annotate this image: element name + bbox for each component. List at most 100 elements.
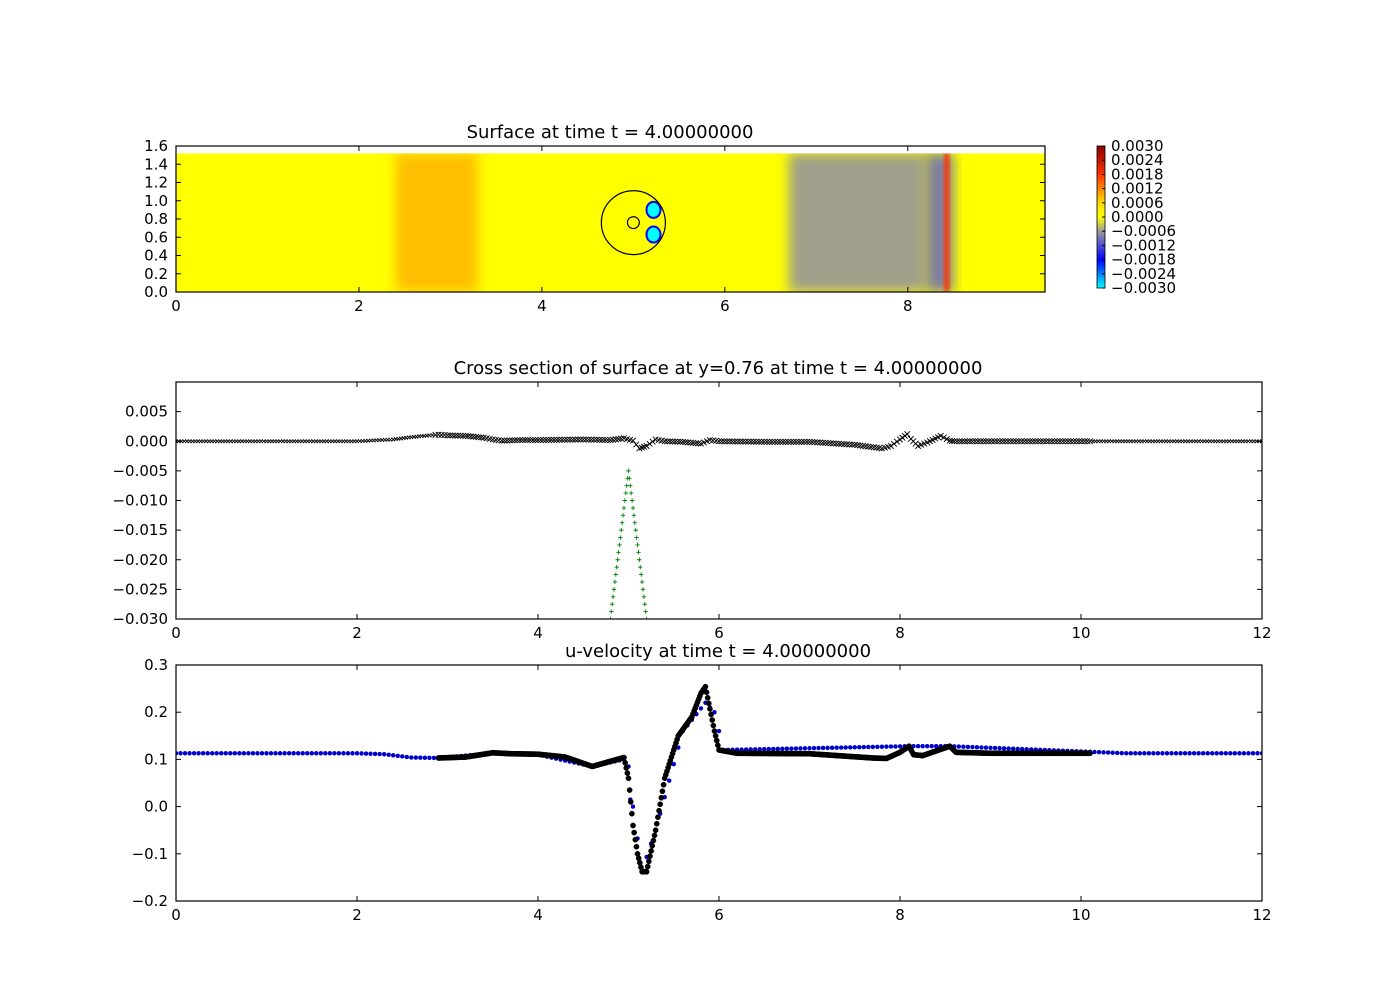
u-velocity-point (630, 822, 636, 829)
surface-point (519, 436, 526, 444)
u-velocity-y-tick-label: 0.2 (144, 703, 168, 721)
surface-point (446, 432, 454, 439)
surface-point (811, 439, 818, 446)
surface-point (472, 433, 480, 441)
u-velocity-point (644, 863, 651, 870)
surface-point (1032, 438, 1039, 445)
bathymetry-point (623, 490, 628, 496)
surface-point (835, 440, 842, 447)
surface-point (809, 438, 816, 446)
u-velocity-point (712, 732, 719, 739)
surface-point (865, 443, 872, 450)
u-velocity-point (623, 765, 630, 771)
surface-point (1259, 439, 1262, 444)
u-velocity-reference-point (915, 743, 921, 749)
bathymetry-point (608, 616, 613, 619)
surface-point (961, 438, 968, 445)
surface-point (904, 431, 911, 438)
u-velocity-reference-point (241, 751, 247, 756)
u-velocity-point (626, 787, 633, 793)
surface-point (607, 436, 614, 444)
u-velocity-x-ticks: 0 2 4 6 8 10 12 (171, 665, 1272, 924)
u-velocity-reference-point (1137, 751, 1143, 756)
surface-point (951, 438, 958, 445)
surface-point (1018, 438, 1025, 445)
u-velocity-reference-point (671, 761, 676, 767)
u-velocity-reference-point (381, 751, 387, 757)
surface-point (687, 439, 694, 446)
surface-point (601, 436, 609, 444)
u-velocity-axes-frame (175, 664, 1263, 902)
u-velocity-reference-point (182, 751, 188, 756)
surface-point (734, 438, 741, 445)
surface-point (599, 436, 606, 444)
surface-point (1065, 438, 1072, 445)
surface-point (511, 437, 518, 444)
surface-point (588, 436, 595, 443)
u-velocity-reference-point (409, 755, 414, 760)
u-velocity-x-tick-label: 6 (714, 906, 724, 924)
u-velocity-reference-point (1006, 746, 1011, 751)
u-velocity-point (656, 807, 662, 814)
u-velocity-reference-point (336, 751, 342, 756)
surface-point (1056, 438, 1064, 445)
surface-point (870, 444, 877, 451)
surface-point (1045, 438, 1053, 445)
surface-point (801, 438, 808, 445)
surface-point (1070, 438, 1077, 445)
cross-section-x-tick-label: 8 (895, 624, 905, 642)
u-velocity-reference-point (1237, 751, 1242, 756)
u-velocity-y-tick-label: −0.2 (132, 892, 168, 910)
bathymetry-point (638, 572, 644, 577)
u-velocity-x-tick-label: 8 (895, 906, 905, 924)
u-velocity-reference-point (1223, 751, 1229, 756)
heatmap-x-tick-label: 6 (720, 297, 730, 315)
colorbar-tick-label: −0.0006 (1111, 222, 1176, 240)
surface-point (679, 438, 686, 445)
u-velocity-reference-point (427, 755, 432, 761)
surface-point (527, 436, 534, 444)
u-velocity-reference-point (1155, 751, 1161, 756)
cross-section-x-tick-label: 6 (714, 624, 724, 642)
u-velocity-point (653, 820, 660, 827)
bathymetry-point (610, 601, 615, 607)
u-velocity-reference-point (897, 744, 903, 749)
surface-point (827, 440, 834, 447)
bathymetry-point (642, 601, 647, 607)
heatmap-y-tick-label: 1.2 (144, 174, 168, 192)
bathymetry-point (632, 520, 638, 525)
bathymetry-point (616, 550, 621, 555)
cross-section-x-tick-label: 10 (1071, 624, 1090, 642)
surface-point (1043, 438, 1050, 445)
surface-point (516, 436, 524, 444)
surface-point (1002, 438, 1009, 445)
surface-point (943, 435, 950, 443)
colorbar-tick-label: 0.0024 (1111, 151, 1164, 169)
u-velocity-reference-point (1151, 751, 1156, 756)
u-velocity-reference-point (1110, 750, 1115, 755)
heatmap-x-tick-label: 0 (171, 297, 181, 315)
u-velocity-reference-point (341, 751, 346, 756)
surface-point (569, 436, 576, 443)
surface-point (633, 441, 640, 448)
surface-point (593, 436, 600, 443)
surface-point (661, 438, 668, 445)
surface-point (1037, 438, 1044, 445)
surface-point (612, 436, 619, 443)
surface-point (771, 438, 779, 445)
surface-point (795, 438, 802, 445)
u-velocity-reference-point (372, 751, 378, 757)
u-velocity-reference-point (1205, 751, 1210, 756)
u-velocity-x-tick-label: 2 (352, 906, 362, 924)
surface-point (1021, 438, 1028, 445)
surface-point (731, 438, 739, 445)
surface-point (838, 440, 845, 448)
surface-point (793, 438, 800, 445)
surface-point (996, 438, 1003, 445)
colorbar-tick-label: 0.0018 (1111, 165, 1164, 183)
u-velocity-reference-point (816, 745, 821, 751)
bathymetry-point (619, 520, 625, 525)
surface-point (859, 442, 867, 449)
u-velocity-reference-point (965, 744, 971, 750)
